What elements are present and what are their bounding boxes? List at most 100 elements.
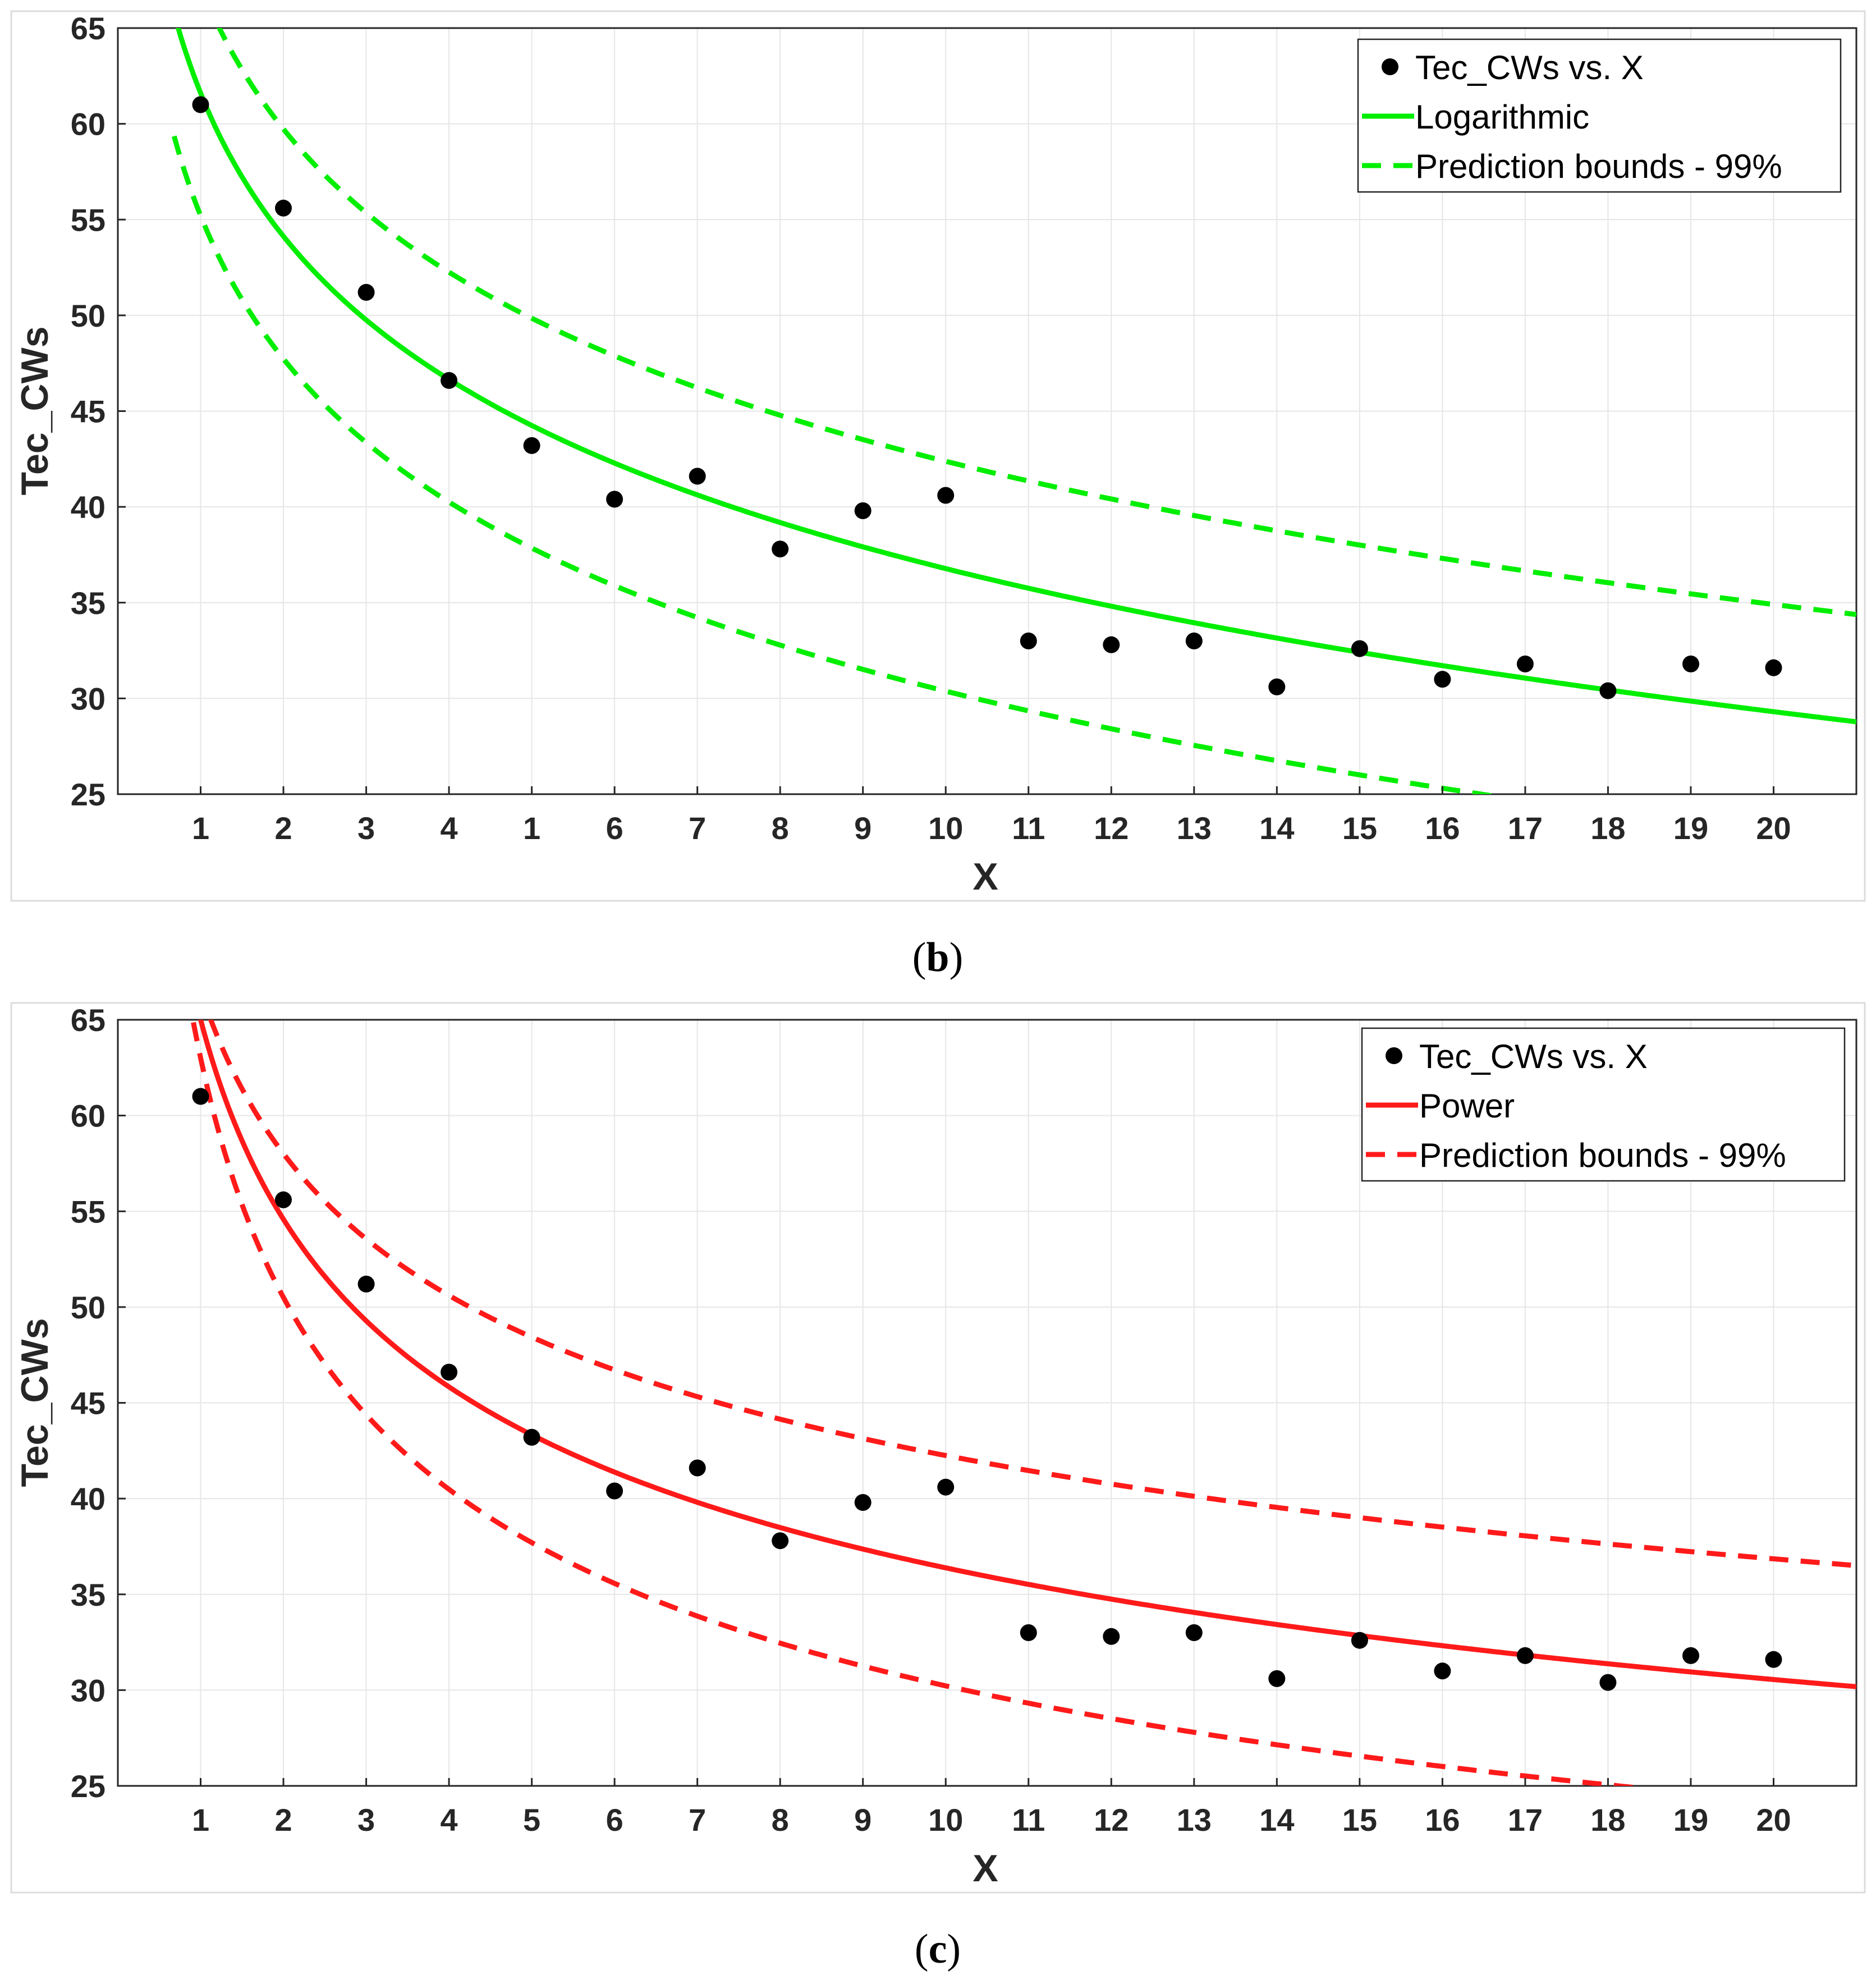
panel-c-data-point <box>1185 1624 1203 1641</box>
panel-c-ytick-label: 50 <box>71 1290 106 1325</box>
panel-c-fit-curve <box>198 1020 1856 1689</box>
panel-b-ytick-label: 30 <box>71 681 106 716</box>
panel-c-ytick-label: 65 <box>71 1002 106 1038</box>
panel-b-data-point <box>192 96 209 113</box>
panel-b-xtick-label: 3 <box>357 810 375 846</box>
panel-c-data-point <box>854 1494 872 1511</box>
panel-c-xtick-label: 5 <box>523 1802 540 1838</box>
panel-c-data-point <box>1434 1662 1451 1680</box>
panel-c-ytick-label: 25 <box>71 1768 106 1804</box>
panel-c-ytick-label: 40 <box>71 1481 106 1516</box>
panel-b-data-point <box>1268 678 1286 695</box>
panel-b-ytick-label: 50 <box>71 298 106 333</box>
panel-b-xtick-label: 4 <box>441 810 458 846</box>
panel-b-legend-bounds-label: Prediction bounds - 99% <box>1415 148 1782 185</box>
panel-c-xtick-label: 12 <box>1094 1802 1129 1838</box>
panel-c-xtick-label: 10 <box>928 1802 963 1838</box>
panel-b-xtick-label: 2 <box>274 810 292 846</box>
panel-b-caption: (b) <box>912 934 963 980</box>
panel-b-ytick-label: 35 <box>71 585 106 621</box>
panel-c-xtick-label: 19 <box>1673 1802 1708 1838</box>
panel-b-xtick-label: 6 <box>606 810 623 846</box>
panel-c-caption: (c) <box>915 1926 961 1972</box>
panel-c-data-point <box>1516 1647 1534 1664</box>
panel-c-xtick-label: 2 <box>274 1802 292 1838</box>
panel-b-xtick-label: 18 <box>1590 810 1625 846</box>
panel-c-ytick-label: 30 <box>71 1673 106 1708</box>
panel-b-legend-marker-points <box>1382 58 1398 75</box>
panel-c-data-point <box>772 1532 789 1550</box>
panel-b-legend-fit-label: Logarithmic <box>1415 98 1589 136</box>
panel-c-data-point <box>441 1363 458 1381</box>
panel-b-xtick-label: 16 <box>1425 810 1460 846</box>
panel-b-data-point <box>1765 659 1782 676</box>
panel-c-ytick-label: 35 <box>71 1577 106 1612</box>
panel-b-data-point <box>1103 636 1120 653</box>
panel-b-xtick-label: 1 <box>523 810 540 846</box>
panel-b-legend-box <box>1357 38 1842 193</box>
panel-b-data-point <box>275 199 292 217</box>
panel-b-xtick-label: 13 <box>1177 810 1212 846</box>
panel-b-xtick-label: 10 <box>928 810 963 846</box>
panel-b-x-axis-label: X <box>973 855 998 898</box>
panel-b-ytick-label: 40 <box>71 489 106 525</box>
panel-c-xtick-label: 13 <box>1177 1802 1212 1838</box>
panel-c-xtick-label: 4 <box>441 1802 458 1838</box>
panel-c-caption-letter: c <box>929 1926 947 1972</box>
panel-c-data-point <box>1020 1624 1037 1641</box>
panel-c-data-point <box>357 1275 375 1293</box>
panel-c-ytick-label: 60 <box>71 1098 106 1134</box>
panel-c-data-point <box>1103 1628 1120 1645</box>
panel-c-xtick-label: 14 <box>1259 1802 1294 1838</box>
panel-c-data-point <box>1268 1670 1286 1687</box>
panel-b-xtick-label: 12 <box>1094 810 1129 846</box>
panel-c-data-point <box>606 1482 623 1500</box>
panel-b-data-point <box>1434 671 1451 688</box>
panel-c-legend: Tec_CWs vs. X Power Prediction bounds - … <box>1361 1027 1846 1182</box>
panel-b-data-point <box>1516 656 1534 672</box>
panel-c-xtick-label: 8 <box>772 1802 789 1838</box>
panel-b-legend: Tec_CWs vs. X Logarithmic Prediction bou… <box>1357 38 1842 193</box>
panel-c-legend-points-label: Tec_CWs vs. X <box>1419 1038 1648 1075</box>
panel-c-xtick-label: 6 <box>606 1802 623 1838</box>
panel-b-data-point <box>772 540 789 558</box>
panel-c-legend-bounds-label: Prediction bounds - 99% <box>1419 1137 1786 1174</box>
panel-c-ytick-label: 45 <box>71 1386 106 1421</box>
panel-c-legend-fit-label: Power <box>1419 1087 1515 1125</box>
panel-b-ytick-label: 65 <box>71 11 106 46</box>
panel-c-xtick-label: 9 <box>854 1802 872 1838</box>
panel-c-xtick-label: 1 <box>192 1802 209 1838</box>
panel-c-upper-bound-curve <box>208 1020 1856 1568</box>
panel-b-xtick-label: 15 <box>1342 810 1377 846</box>
panel-b-data-point <box>606 491 623 508</box>
panel-b-ytick-label: 25 <box>71 777 106 812</box>
panel-c-data-point <box>275 1191 292 1208</box>
panel-b-upper-bound-curve <box>216 28 1856 617</box>
panel-c-data-point <box>1682 1647 1699 1664</box>
panel-b-data-point <box>1682 656 1699 672</box>
panel-b-ytick-label: 55 <box>71 202 106 237</box>
panel-c-lower-bound-curve <box>190 1020 1644 1786</box>
panel-b-xtick-label: 8 <box>772 810 789 846</box>
panel-b-xtick-label: 19 <box>1673 810 1708 846</box>
panel-b-data-point <box>1185 633 1203 649</box>
panel-b-data-point <box>1599 682 1617 699</box>
panel-c-data-point <box>523 1428 540 1446</box>
panel-c-data-point <box>1351 1632 1368 1649</box>
panel-b-caption-letter: b <box>926 934 949 980</box>
panel-c-data-point <box>192 1088 209 1105</box>
panel-b-ytick-label: 45 <box>71 394 106 429</box>
panel-b-data-point <box>441 372 458 389</box>
panel-c-data-point <box>1599 1674 1617 1691</box>
panel-b-data-point <box>523 437 540 454</box>
panel-c-xtick-label: 16 <box>1425 1802 1460 1838</box>
panel-b-xtick-label: 20 <box>1756 810 1791 846</box>
panel-c-data-point <box>1765 1651 1782 1668</box>
panel-c-legend-marker-points <box>1386 1047 1402 1064</box>
panel-b-fit-curve <box>175 28 1856 725</box>
panel-c-data-point <box>689 1459 706 1477</box>
panel-c-xtick-label: 18 <box>1590 1802 1625 1838</box>
